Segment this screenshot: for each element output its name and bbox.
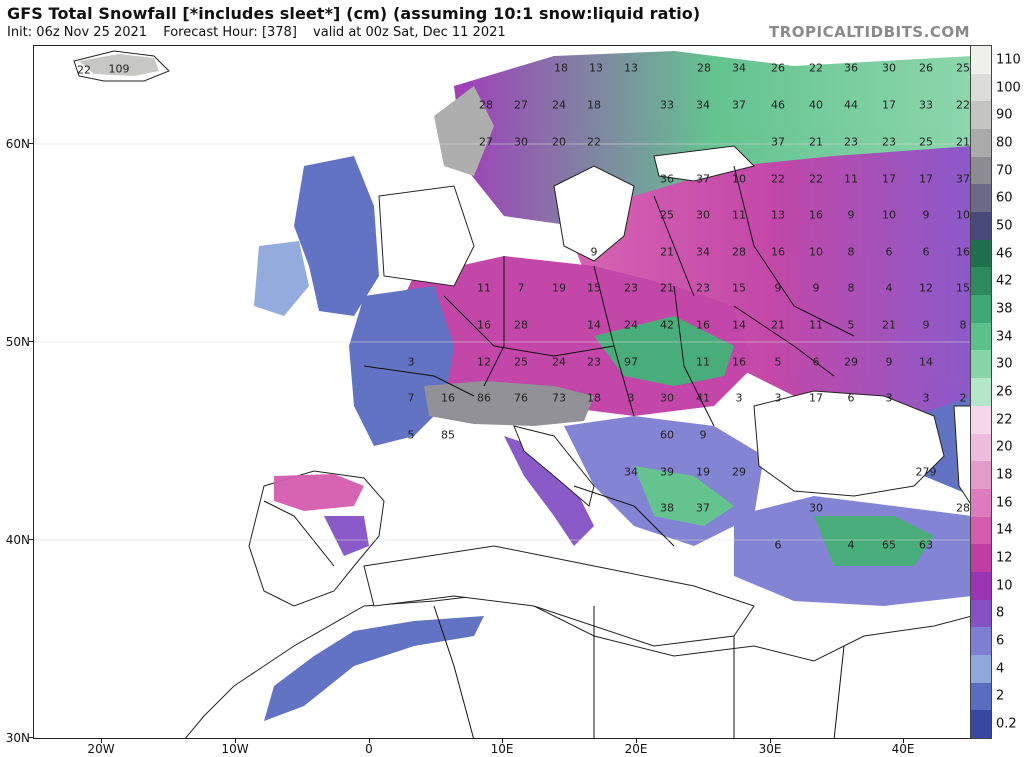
lon-label: 20E bbox=[624, 742, 648, 756]
forecast-hour: Forecast Hour: [378] bbox=[163, 25, 297, 40]
lon-tick bbox=[502, 739, 503, 743]
colorbar-label: 90 bbox=[996, 107, 1013, 123]
colorbar-swatch bbox=[971, 295, 991, 324]
colorbar-label: 20 bbox=[996, 439, 1013, 455]
colorbar-label: 60 bbox=[996, 190, 1013, 206]
colorbar-label: 30 bbox=[996, 356, 1013, 372]
colorbar-swatch bbox=[971, 433, 991, 462]
lon-tick bbox=[770, 739, 771, 743]
valid-time: valid at 00z Sat, Dec 11 2021 bbox=[313, 25, 506, 40]
colorbar-swatch bbox=[971, 544, 991, 573]
colorbar-swatch bbox=[971, 101, 991, 130]
colorbar-label: 110 bbox=[996, 52, 1021, 68]
colorbar-label: 22 bbox=[996, 412, 1013, 428]
lat-label: 50N bbox=[5, 335, 30, 349]
colorbar-swatch bbox=[971, 378, 991, 407]
colorbar-legend bbox=[970, 45, 992, 739]
init-time: Init: 06z Nov 25 2021 bbox=[7, 25, 148, 40]
graticule bbox=[34, 143, 970, 541]
colorbar-swatch bbox=[971, 73, 991, 102]
lat-tick bbox=[29, 737, 33, 738]
colorbar-swatch bbox=[971, 239, 991, 268]
colorbar-label: 34 bbox=[996, 329, 1013, 345]
colorbar-swatch bbox=[971, 461, 991, 490]
colorbar-swatch bbox=[971, 184, 991, 213]
colorbar-label: 100 bbox=[996, 80, 1021, 96]
colorbar-label: 8 bbox=[996, 605, 1005, 621]
snow-fields bbox=[79, 51, 970, 721]
colorbar-label: 80 bbox=[996, 135, 1013, 151]
colorbar-label: 6 bbox=[996, 633, 1005, 649]
colorbar-label: 18 bbox=[996, 467, 1013, 483]
colorbar-swatch bbox=[971, 654, 991, 684]
map-title: GFS Total Snowfall [*includes sleet*] (c… bbox=[7, 4, 701, 23]
country-borders bbox=[263, 165, 855, 738]
colorbar-swatch bbox=[971, 46, 991, 75]
map-canvas bbox=[34, 50, 970, 738]
header: GFS Total Snowfall [*includes sleet*] (c… bbox=[0, 0, 1024, 44]
colorbar-label: 42 bbox=[996, 273, 1013, 289]
colorbar-swatch bbox=[971, 599, 991, 628]
colorbar-label: 0.2 bbox=[996, 716, 1017, 732]
lat-label: 40N bbox=[5, 533, 30, 547]
lon-tick bbox=[101, 739, 102, 743]
colorbar-label: 26 bbox=[996, 384, 1013, 400]
colorbar-label: 46 bbox=[996, 246, 1013, 262]
colorbar-swatch bbox=[971, 516, 991, 545]
colorbar-label: 2 bbox=[996, 688, 1005, 704]
lon-tick bbox=[636, 739, 637, 743]
colorbar-swatch bbox=[971, 710, 991, 739]
colorbar-swatch bbox=[971, 405, 991, 434]
lon-label: 0 bbox=[365, 742, 373, 756]
lon-label: 30E bbox=[758, 742, 782, 756]
colorbar-swatch bbox=[971, 488, 991, 518]
colorbar-swatch bbox=[971, 322, 991, 351]
colorbar-swatch bbox=[971, 156, 991, 185]
colorbar-label: 50 bbox=[996, 218, 1013, 234]
lat-label: 60N bbox=[5, 137, 30, 151]
lon-label: 20W bbox=[87, 742, 115, 756]
colorbar-swatch bbox=[971, 627, 991, 656]
colorbar-label: 4 bbox=[996, 661, 1005, 677]
lon-tick bbox=[369, 739, 370, 743]
lat-tick bbox=[29, 539, 33, 540]
colorbar-label: 16 bbox=[996, 495, 1013, 511]
colorbar-label: 12 bbox=[996, 550, 1013, 566]
lat-tick bbox=[29, 143, 33, 144]
colorbar-swatch bbox=[971, 267, 991, 296]
lat-label: 30N bbox=[5, 731, 30, 745]
lon-tick bbox=[235, 739, 236, 743]
colorbar-swatch bbox=[971, 682, 991, 711]
map-subtitle: Init: 06z Nov 25 2021 Forecast Hour: [37… bbox=[7, 25, 518, 40]
lon-label: 10W bbox=[221, 742, 249, 756]
colorbar-swatch bbox=[971, 350, 991, 379]
colorbar-label: 70 bbox=[996, 163, 1013, 179]
colorbar-label: 38 bbox=[996, 301, 1013, 317]
brand-watermark: TROPICALTIDBITS.COM bbox=[769, 23, 970, 41]
colorbar-swatch bbox=[971, 571, 991, 601]
lon-label: 10E bbox=[490, 742, 514, 756]
lon-tick bbox=[903, 739, 904, 743]
snowfall-map: 22 109 18 13 13 28 34 26 22 36 30 26 25 … bbox=[33, 45, 971, 739]
colorbar-label: 14 bbox=[996, 522, 1013, 538]
colorbar-label: 10 bbox=[996, 578, 1013, 594]
lat-tick bbox=[29, 341, 33, 342]
colorbar-swatch bbox=[971, 129, 991, 158]
colorbar-swatch bbox=[971, 212, 991, 241]
water-bodies bbox=[363, 145, 970, 647]
lon-label: 40E bbox=[891, 742, 915, 756]
